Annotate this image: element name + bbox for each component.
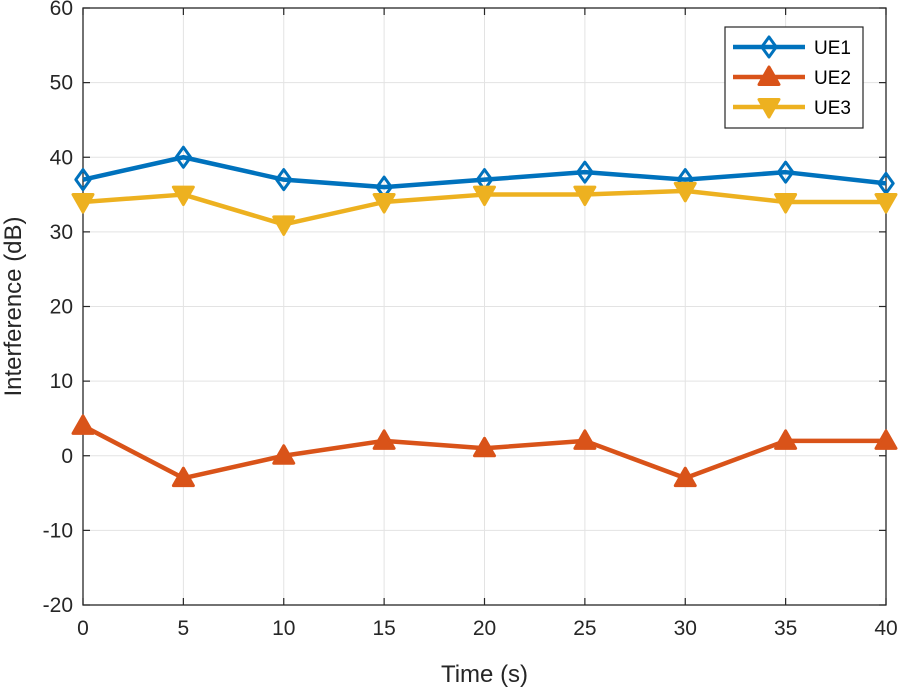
- y-tick-label: 40: [50, 146, 73, 169]
- data-point-ue2: [573, 429, 597, 450]
- data-point-ue2: [774, 429, 798, 450]
- legend-item-ue1: UE1: [733, 35, 851, 59]
- legend: UE1 UE2 UE3: [724, 26, 864, 129]
- data-point-ue3: [272, 215, 296, 236]
- data-point-ue3: [874, 193, 898, 214]
- x-tick-label: 35: [774, 617, 797, 640]
- legend-label-ue1: UE1: [814, 38, 851, 59]
- x-tick-label: 5: [178, 617, 190, 640]
- data-point-ue2: [171, 466, 195, 488]
- data-point-ue3: [774, 193, 798, 214]
- series-line-ue1: [82, 155, 887, 190]
- data-point-ue3: [71, 193, 95, 214]
- series-lines: [71, 145, 898, 488]
- y-tick-label: -10: [43, 519, 73, 542]
- series-ue3: [71, 181, 898, 236]
- x-tick-label: 20: [473, 617, 496, 640]
- data-point-ue2: [272, 444, 296, 465]
- y-tick-label: 30: [50, 221, 73, 244]
- data-point-ue1: [174, 145, 193, 169]
- x-tick-label: 30: [674, 617, 697, 640]
- x-tick-label: 40: [874, 617, 897, 640]
- legend-label-ue3: UE3: [814, 98, 851, 119]
- y-tick-label: 10: [50, 370, 73, 393]
- data-point-ue2: [372, 429, 396, 450]
- legend-marker-ue3: [757, 98, 781, 119]
- legend-item-ue2: UE2: [733, 65, 851, 89]
- data-point-ue2: [874, 429, 898, 450]
- data-point-ue1: [74, 168, 92, 192]
- series-ue2: [71, 414, 898, 488]
- data-point-ue3: [673, 181, 697, 203]
- data-point-ue1: [776, 160, 795, 184]
- y-tick-label: 20: [50, 296, 73, 319]
- data-point-ue3: [171, 185, 195, 207]
- y-tick-label: 0: [61, 445, 73, 468]
- x-axis-title: Time (s): [441, 661, 528, 687]
- y-axis-title: Interference (dB): [0, 216, 27, 396]
- data-point-ue2: [71, 414, 95, 435]
- legend-label-ue2: UE2: [814, 68, 851, 89]
- x-tick-label: 25: [573, 617, 596, 640]
- y-tick-label: 50: [50, 72, 73, 95]
- data-point-ue3: [473, 185, 496, 207]
- y-tick-label: 60: [50, 0, 73, 20]
- data-point-ue3: [372, 193, 396, 214]
- legend-item-ue3: UE3: [733, 98, 851, 119]
- data-point-ue1: [877, 171, 895, 195]
- x-tick-label: 10: [272, 617, 295, 640]
- data-point-ue3: [573, 185, 597, 207]
- data-point-ue1: [576, 160, 594, 184]
- axis-ticks: 0 5 10 15 20 25 30 35 40 -20 -10 0 10 20 30 40 50 60: [43, 0, 898, 640]
- legend-marker-ue2: [757, 65, 781, 86]
- data-point-ue1: [275, 168, 293, 192]
- x-tick-label: 15: [372, 617, 395, 640]
- x-tick-label: 0: [77, 617, 89, 640]
- data-point-ue2: [473, 436, 496, 458]
- legend-marker-ue1: [760, 35, 778, 59]
- data-point-ue2: [673, 466, 697, 488]
- y-tick-label: -20: [43, 594, 73, 617]
